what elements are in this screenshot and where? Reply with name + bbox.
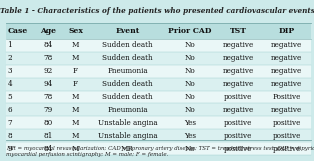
Text: Age: Age [40, 27, 56, 35]
Text: No: No [184, 80, 195, 88]
Text: negative: negative [223, 106, 254, 114]
Text: Prior CAD: Prior CAD [168, 27, 211, 35]
Text: positive: positive [224, 119, 252, 127]
Bar [6, 78, 311, 90]
Text: M: M [72, 119, 79, 127]
Text: No: No [184, 41, 195, 49]
Text: 2: 2 [8, 54, 12, 62]
Text: F: F [73, 80, 78, 88]
Text: positive: positive [224, 93, 252, 101]
Text: Yes: Yes [184, 132, 196, 140]
Text: 78: 78 [43, 54, 52, 62]
Bar [6, 23, 311, 39]
Text: No: No [184, 93, 195, 101]
Text: 8: 8 [8, 132, 12, 140]
Text: Case: Case [8, 27, 28, 35]
Bar [6, 90, 311, 104]
Text: positive: positive [224, 145, 252, 153]
Text: 84: 84 [43, 41, 52, 49]
Text: M: M [72, 145, 79, 153]
Text: Sudden death: Sudden death [102, 93, 153, 101]
Text: M: M [72, 41, 79, 49]
Text: Unstable angina: Unstable angina [98, 132, 157, 140]
Text: Sudden death: Sudden death [102, 41, 153, 49]
Text: F: F [73, 67, 78, 75]
Bar [6, 39, 311, 52]
Text: 9: 9 [8, 145, 12, 153]
Text: MR = myocardial revascularization; CAD = coronary artery disease; TST = treadmil: MR = myocardial revascularization; CAD =… [6, 146, 314, 157]
Bar [6, 116, 311, 129]
Text: 4: 4 [8, 80, 12, 88]
Text: negative: negative [223, 80, 254, 88]
Text: Yes: Yes [184, 119, 196, 127]
Bar [6, 104, 311, 116]
Text: Pneumonia: Pneumonia [107, 106, 148, 114]
Text: TST: TST [230, 27, 247, 35]
Text: 5: 5 [8, 93, 12, 101]
Text: negative: negative [223, 54, 254, 62]
Text: Table 1 - Characteristics of the patients who presented cardiovascular events: Table 1 - Characteristics of the patient… [0, 7, 314, 15]
Text: MR: MR [121, 145, 134, 153]
Text: negative: negative [271, 80, 302, 88]
Text: 81: 81 [43, 132, 52, 140]
Text: 80: 80 [43, 119, 52, 127]
Text: positive: positive [273, 145, 301, 153]
Text: Sudden death: Sudden death [102, 80, 153, 88]
Text: M: M [72, 132, 79, 140]
Text: No: No [184, 67, 195, 75]
Text: M: M [72, 93, 79, 101]
Text: negative: negative [271, 41, 302, 49]
Text: 79: 79 [43, 106, 52, 114]
Text: M: M [72, 106, 79, 114]
Text: 6: 6 [8, 106, 12, 114]
Text: No: No [184, 145, 195, 153]
Text: 92: 92 [43, 67, 52, 75]
Text: positive: positive [273, 119, 301, 127]
Bar [6, 142, 311, 155]
Text: positive: positive [224, 132, 252, 140]
Text: 78: 78 [43, 93, 52, 101]
Text: 7: 7 [8, 119, 12, 127]
Text: 94: 94 [43, 80, 52, 88]
Text: No: No [184, 106, 195, 114]
Text: Sex: Sex [68, 27, 83, 35]
Text: negative: negative [223, 41, 254, 49]
Text: Sudden death: Sudden death [102, 54, 153, 62]
Bar [6, 65, 311, 78]
Text: M: M [72, 54, 79, 62]
Text: negative: negative [223, 67, 254, 75]
Text: Event: Event [115, 27, 140, 35]
Bar [6, 52, 311, 65]
Text: negative: negative [271, 54, 302, 62]
Text: No: No [184, 54, 195, 62]
Text: Pneumonia: Pneumonia [107, 67, 148, 75]
Text: DIP: DIP [279, 27, 295, 35]
Text: Unstable angina: Unstable angina [98, 119, 157, 127]
Text: positive: positive [273, 132, 301, 140]
Text: 3: 3 [8, 67, 12, 75]
Bar [6, 129, 311, 142]
Text: negative: negative [271, 67, 302, 75]
Text: negative: negative [271, 106, 302, 114]
Text: Positive: Positive [273, 93, 301, 101]
Text: 1: 1 [8, 41, 12, 49]
Text: 84: 84 [43, 145, 52, 153]
